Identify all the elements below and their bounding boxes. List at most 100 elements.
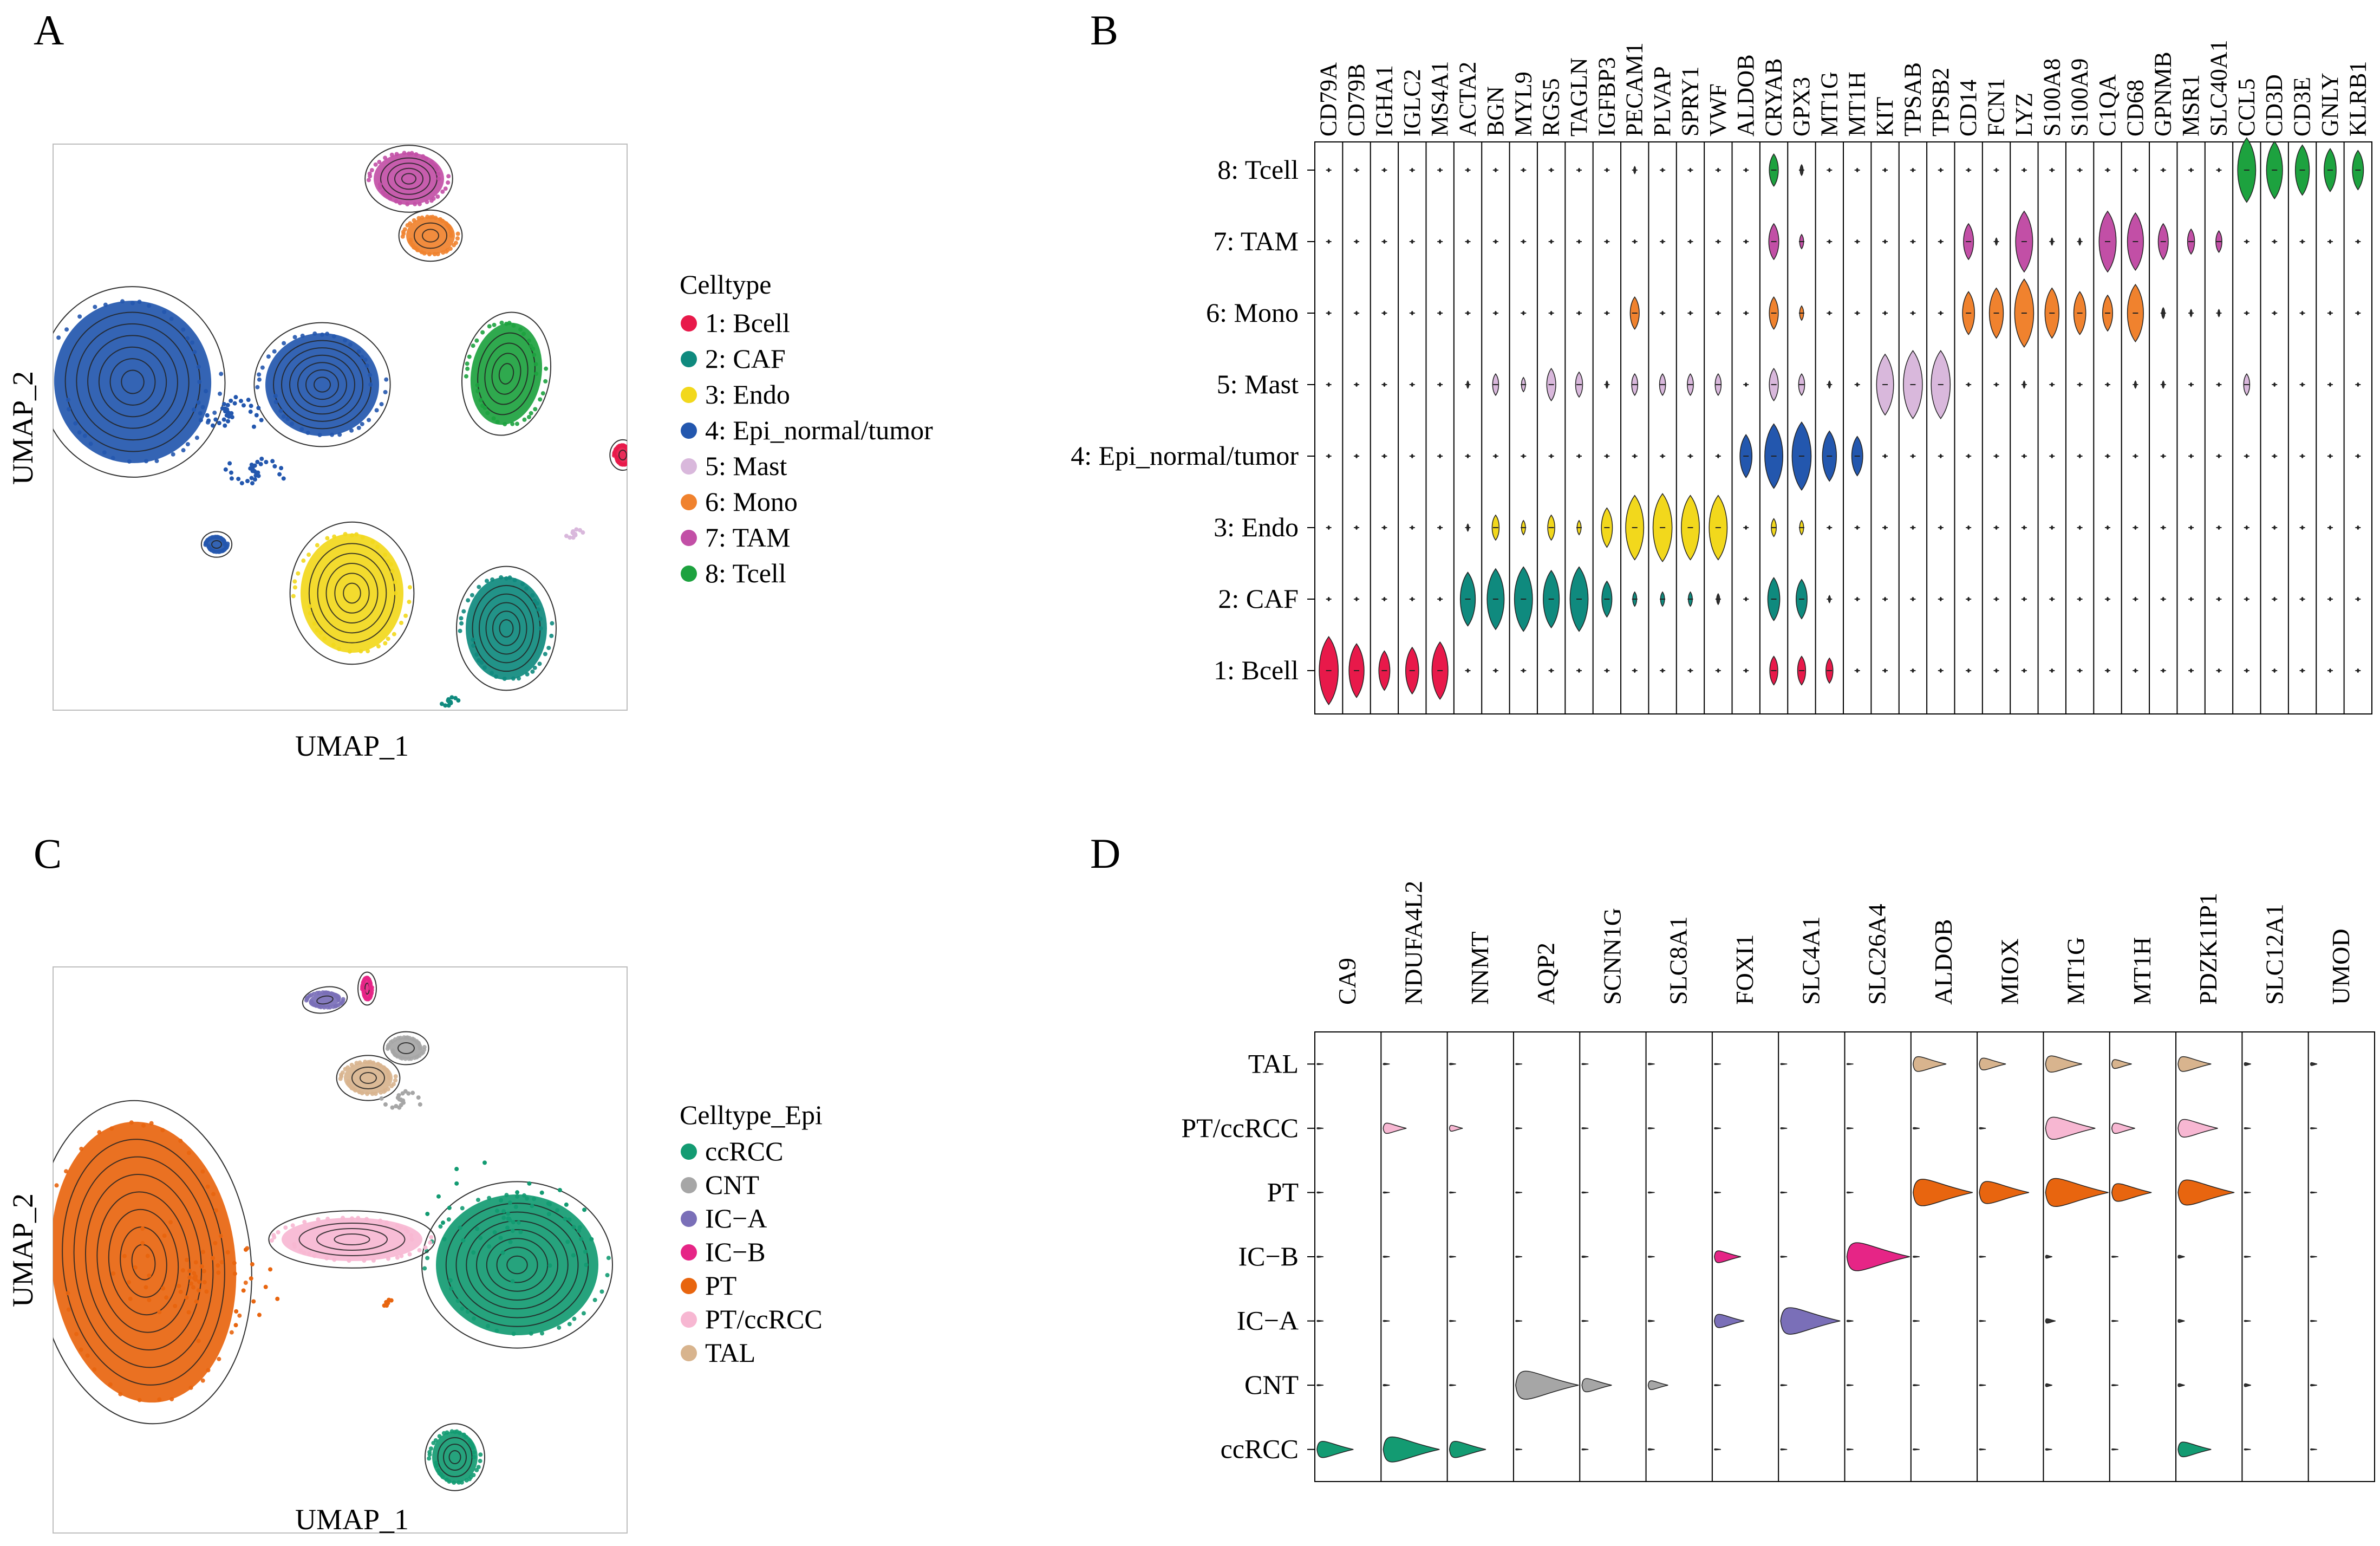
legend-swatch-ccrcc	[681, 1144, 697, 1160]
violin-pt-slc8a1	[1647, 1191, 1655, 1194]
violin-ccrcc-slc4a1	[1780, 1448, 1788, 1451]
violin-cnt-aldob	[1913, 1384, 1920, 1386]
violin-pt-ccrcc-slc4a1	[1780, 1127, 1788, 1129]
cluster-tal	[336, 1055, 401, 1101]
cluster-epi-tail	[223, 457, 286, 486]
violin-pt-ccrcc-ca9	[1316, 1127, 1324, 1129]
violin-cnt-mt1h	[2111, 1384, 2118, 1386]
violin-ccrcc-aqp2	[1515, 1448, 1523, 1451]
violin-ic-a-aqp2	[1515, 1320, 1523, 1322]
gene-label-aldob: ALDOB	[1732, 54, 1759, 137]
legend-label-8-tcell: 8: Tcell	[705, 558, 786, 588]
violin-ic-b-slc12a1	[2244, 1256, 2251, 1258]
violin-tal-aqp2	[1515, 1063, 1523, 1066]
umap-a-ylabel: UMAP_2	[6, 371, 39, 485]
legend-swatch-7-tam	[681, 530, 697, 546]
violin-ccrcc-slc12a1	[2244, 1448, 2251, 1451]
legend-swatch-cnt	[681, 1177, 697, 1193]
row-label-tal: TAL	[1248, 1048, 1299, 1079]
violin-ic-a-nnmt	[1449, 1320, 1456, 1322]
row-label-3-endo: 3: Endo	[1214, 512, 1299, 542]
legend-swatch-3-endo	[681, 387, 697, 403]
violin-ic-a-mt1h	[2111, 1320, 2118, 1322]
violin-tal-aldob	[1913, 1056, 1947, 1072]
cluster-pt-ccrcc	[268, 1210, 436, 1269]
violin-pt-ccrcc-umod	[2310, 1127, 2317, 1129]
violin-d: CA9 NDUFA4L2 NNMT AQP2 SCNN1G SLC8A1 FOXI1 SLC4…	[1181, 881, 2375, 1482]
violin-cnt-slc12a1	[2244, 1383, 2251, 1387]
violin-ic-b-ndufa4l2	[1383, 1256, 1390, 1258]
gene-label-msr1: MSR1	[2177, 74, 2204, 137]
cluster-mono	[398, 209, 463, 262]
cluster-ic-b	[357, 971, 377, 1006]
violin-pt-mt1h	[2111, 1183, 2152, 1202]
violin-ic-a-scnn1g	[1581, 1320, 1589, 1322]
legend-label-5-mast: 5: Mast	[705, 451, 787, 481]
cluster-epi-bridge	[191, 389, 264, 429]
legend-label-6-mono: 6: Mono	[705, 486, 798, 517]
violin-ic-b-mt1h	[2111, 1256, 2118, 1258]
gene-label-rgs5: RGS5	[1538, 78, 1564, 137]
violin-pt-ccrcc-mt1g	[2045, 1116, 2096, 1140]
violin-pt-mt1g	[2045, 1178, 2109, 1207]
legend-label-2-caf: 2: CAF	[705, 343, 786, 374]
gene-label-nnmt: NNMT	[1466, 932, 1494, 1005]
violin-cnt-ca9	[1316, 1384, 1324, 1386]
violin-tal-scnn1g	[1581, 1063, 1589, 1066]
violin-ic-b-foxi1	[1714, 1250, 1741, 1263]
gene-label-plvap: PLVAP	[1649, 66, 1675, 137]
umap-c-ylabel: UMAP_2	[6, 1193, 39, 1307]
legend-label-ic-b: IC−B	[705, 1237, 766, 1267]
legend-label-3-endo: 3: Endo	[705, 379, 790, 410]
violin-ic-b-slc26a4	[1846, 1242, 1910, 1271]
legend-swatch-1-bcell	[681, 315, 697, 332]
gene-label-tpsb2: TPSB2	[1927, 68, 1954, 137]
violin-cnt-umod	[2310, 1384, 2317, 1387]
violin-tal-slc12a1	[2244, 1062, 2251, 1066]
gene-label-myl9: MYL9	[1510, 72, 1536, 137]
violin-ic-a-slc12a1	[2244, 1320, 2251, 1322]
violin-ic-b-mt1g	[2045, 1255, 2052, 1259]
legend-label-pt-ccrcc: PT/ccRCC	[705, 1304, 823, 1334]
cluster-pt-spread	[111, 1220, 280, 1343]
violin-tal-nnmt	[1449, 1063, 1456, 1066]
cluster-epi-small	[200, 531, 233, 558]
violin-pt-ca9	[1316, 1191, 1324, 1194]
umap-c-clusters	[53, 971, 613, 1491]
gene-label-ca9: CA9	[1333, 958, 1361, 1005]
umap-a-clusters	[53, 145, 627, 708]
gene-label-umod: UMOD	[2327, 928, 2355, 1005]
gene-label-slc12a1: SLC12A1	[2261, 904, 2288, 1005]
gene-label-kit: KIT	[1872, 97, 1898, 137]
row-label-ic-b: IC−B	[1238, 1241, 1299, 1271]
gene-label-gpnmb: GPNMB	[2150, 52, 2176, 137]
violin-ic-b-aldob	[1913, 1256, 1920, 1258]
violin-ic-b-ca9	[1316, 1256, 1324, 1258]
legend-label-ccrcc: ccRCC	[705, 1136, 783, 1166]
cluster-epi-right	[253, 322, 391, 447]
violin-ccrcc-nnmt	[1449, 1441, 1486, 1458]
legend-a: Celltype 1: Bcell 2: CAF 3: Endo 4: Epi_nor…	[680, 269, 933, 588]
violin-ic-a-slc8a1	[1647, 1320, 1655, 1322]
umap-a-xlabel: UMAP_1	[295, 730, 409, 762]
violin-cnt-scnn1g	[1581, 1378, 1612, 1393]
cluster-caf	[456, 566, 557, 691]
violin-cnt-miox	[1979, 1384, 1986, 1386]
violin-ic-b-slc8a1	[1647, 1256, 1655, 1258]
legend-label-cnt: CNT	[705, 1170, 759, 1200]
violin-pt-nnmt	[1449, 1191, 1456, 1194]
row-label-cnt: CNT	[1244, 1369, 1299, 1400]
gene-label-fcn1: FCN1	[1983, 78, 2010, 137]
violin-pt-aqp2	[1515, 1191, 1523, 1194]
legend-label-tal: TAL	[705, 1337, 755, 1368]
legend-label-pt: PT	[705, 1270, 736, 1301]
violin-ic-a-aldob	[1913, 1320, 1920, 1322]
legend-label-1-bcell: 1: Bcell	[705, 308, 790, 338]
legend-label-ic-a: IC−A	[705, 1203, 767, 1233]
panel-d: D CA9 NDUFA4L2 NNMT AQP2 SCNN1G SLC8A1 FOXI1 SL…	[1090, 830, 2375, 1482]
violin-ccrcc-mt1g	[2045, 1448, 2052, 1451]
row-label-ic-a: IC−A	[1237, 1305, 1299, 1336]
violin-ccrcc-umod	[2310, 1448, 2317, 1451]
gene-label-gnly: GNLY	[2317, 73, 2343, 137]
